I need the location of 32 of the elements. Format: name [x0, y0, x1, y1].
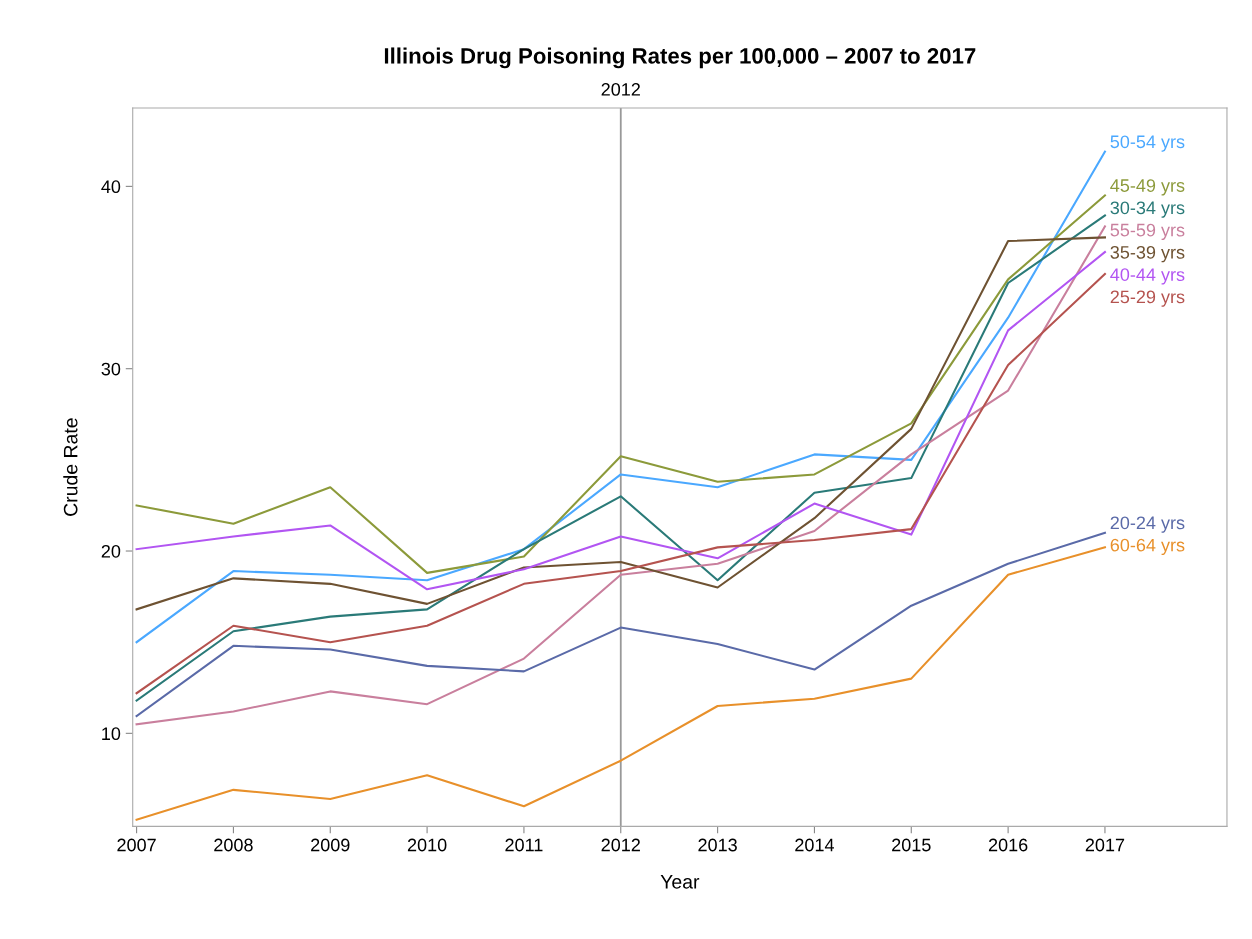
- x-tick-label: 2009: [311, 838, 350, 852]
- line-series: [135, 150, 1106, 644]
- y-axis-title: Crude Rate: [63, 418, 78, 516]
- series-label: 20-24 yrs: [1110, 516, 1185, 533]
- x-tick-label: 2015: [892, 838, 931, 852]
- x-axis-title: Year: [660, 875, 700, 889]
- line-series: [135, 194, 1106, 574]
- x-tick-label: 2011: [505, 838, 543, 852]
- series-label: 30-34 yrs: [1110, 201, 1185, 218]
- ref-line-label: 2012: [601, 83, 640, 96]
- series-label: 45-49 yrs: [1110, 179, 1185, 196]
- line-series: [135, 546, 1106, 821]
- chart-title: Illinois Drug Poisoning Rates per 100,000 – 2007 to 2017: [384, 47, 976, 69]
- line-series: [135, 531, 1106, 718]
- x-tick-label: 2016: [988, 838, 1028, 852]
- series-label: 25-29 yrs: [1110, 290, 1185, 307]
- x-tick-label: 2008: [214, 838, 253, 852]
- x-tick-label: 2010: [407, 838, 447, 852]
- x-tick-label: 2017: [1085, 838, 1125, 852]
- y-tick-label: 30: [101, 362, 121, 376]
- y-tick-label: 40: [101, 180, 121, 194]
- series-label: 50-54 yrs: [1110, 135, 1185, 152]
- x-tick-label: 2013: [698, 838, 737, 852]
- series-label: 35-39 yrs: [1110, 245, 1185, 263]
- x-tick-label: 2012: [601, 838, 640, 852]
- x-tick-label: 2007: [117, 838, 156, 852]
- series-label: 55-59 yrs: [1110, 223, 1185, 241]
- series-label: 60-64 yrs: [1110, 538, 1185, 556]
- series-label: 40-44 yrs: [1110, 268, 1185, 285]
- x-tick-label: 2014: [795, 838, 834, 852]
- y-tick-label: 10: [102, 727, 121, 741]
- y-tick-label: 20: [101, 544, 121, 558]
